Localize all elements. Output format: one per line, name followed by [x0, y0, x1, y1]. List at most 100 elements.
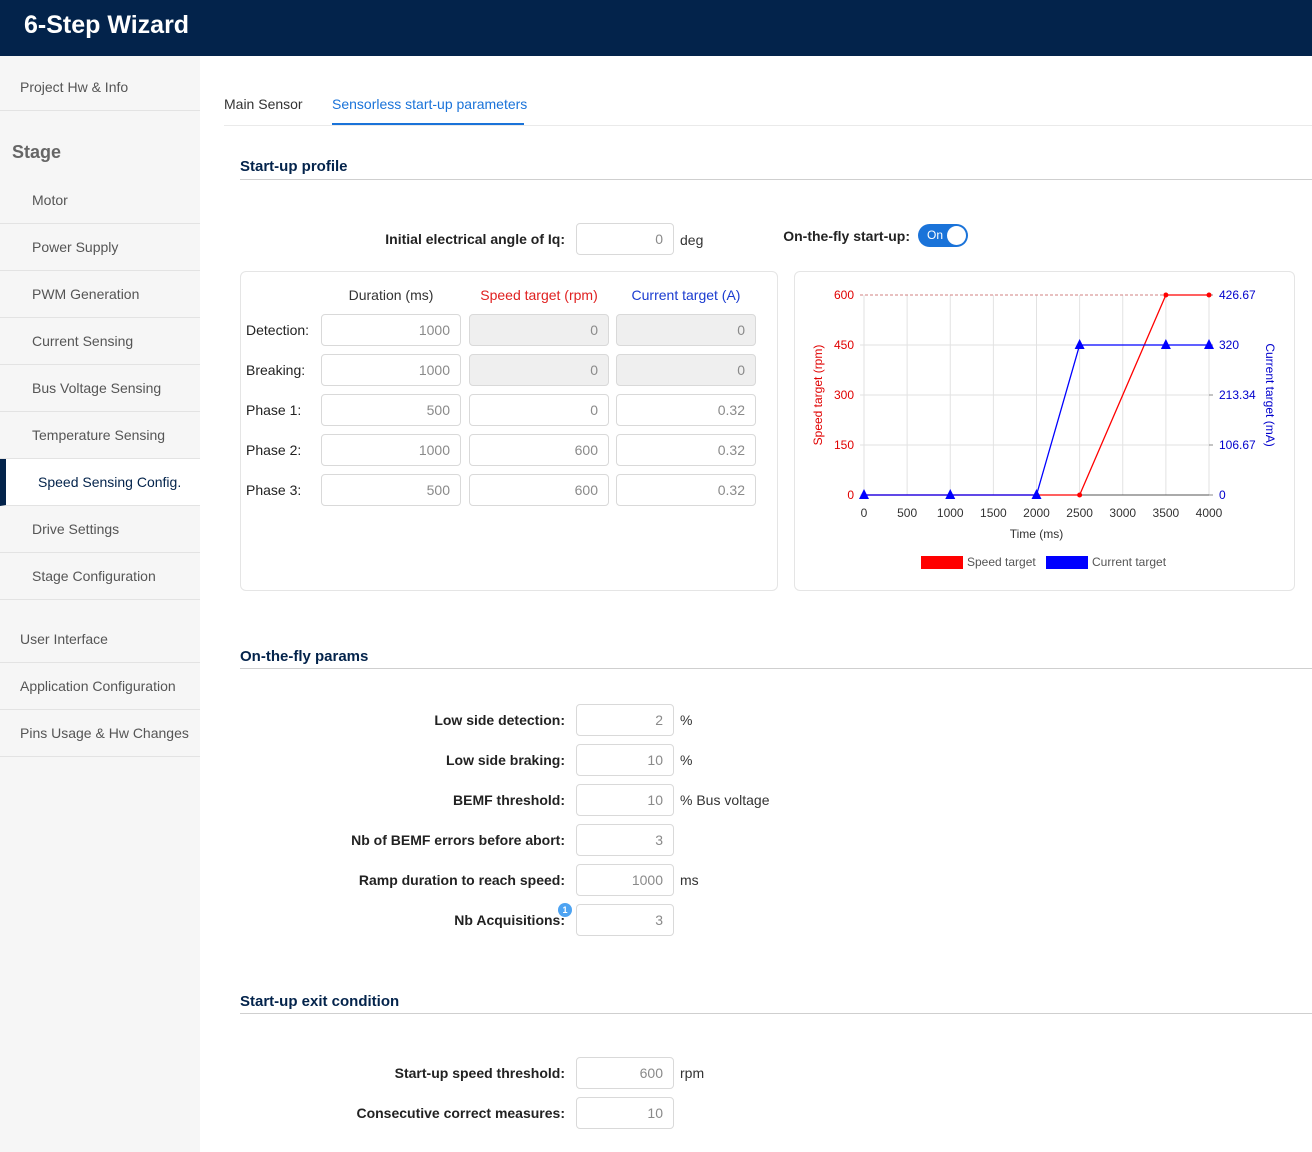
- exit-field-unit: rpm: [680, 1065, 705, 1081]
- profile-duration-input[interactable]: 500: [321, 474, 461, 506]
- otf-field-label: Nb of BEMF errors before abort:: [351, 832, 565, 848]
- profile-current-input[interactable]: 0.32: [616, 474, 756, 506]
- sidebar-item-speed-sensing-config[interactable]: Speed Sensing Config.: [0, 459, 200, 506]
- otf-startup-label: On-the-fly start-up:: [783, 228, 910, 244]
- otf-field-input[interactable]: 10: [576, 784, 674, 816]
- otf-startup-toggle[interactable]: On: [918, 224, 968, 247]
- sidebar-item-pins-usage-hw-changes[interactable]: Pins Usage & Hw Changes: [0, 710, 200, 757]
- info-badge[interactable]: 1: [558, 903, 572, 917]
- profile-speed-input: 0: [469, 354, 609, 386]
- x-tick-label: 500: [897, 506, 917, 520]
- speed-point: [1077, 492, 1083, 498]
- profile-speed-input[interactable]: 600: [469, 434, 609, 466]
- tab-sensorless-startup[interactable]: Sensorless start-up parameters: [332, 96, 528, 112]
- otf-toggle-state: On: [927, 228, 944, 242]
- y-right-tick-label: 320: [1219, 338, 1239, 352]
- profile-row-label: Phase 2:: [246, 442, 302, 458]
- sidebar-item-project-hw-info[interactable]: Project Hw & Info: [0, 64, 200, 111]
- sidebar-item-drive-settings[interactable]: Drive Settings: [0, 506, 200, 553]
- section-divider: [240, 1013, 1312, 1014]
- y-left-tick-label: 300: [834, 388, 854, 402]
- profile-row-label: Detection:: [246, 322, 310, 338]
- sidebar-stage-heading: Stage: [12, 142, 62, 162]
- y-left-tick-label: 0: [847, 488, 854, 502]
- legend-swatch: [1046, 556, 1088, 569]
- tab-main-sensor[interactable]: Main Sensor: [224, 96, 303, 112]
- sidebar-item-stage-configuration[interactable]: Stage Configuration: [0, 553, 200, 600]
- speed-point: [1206, 292, 1212, 298]
- sidebar-item-bus-voltage-sensing[interactable]: Bus Voltage Sensing: [0, 365, 200, 412]
- otf-field-label: Low side braking:: [445, 752, 565, 768]
- startup-profile-chart: 0 500 1000 1500 2000 2500 3000 3500 4000 0 150 300 4…: [811, 288, 1277, 569]
- sidebar-item-pwm-generation[interactable]: PWM Generation: [0, 271, 200, 318]
- profile-speed-input[interactable]: 0: [469, 394, 609, 426]
- section-divider: [240, 668, 1312, 669]
- profile-duration-input[interactable]: 1000: [321, 434, 461, 466]
- x-tick-label: 2500: [1066, 506, 1093, 520]
- initial-angle-input[interactable]: 0: [576, 223, 674, 255]
- otf-field-input[interactable]: 3: [576, 904, 674, 936]
- otf-field-label: Ramp duration to reach speed:: [358, 872, 565, 888]
- sidebar-item-application-configuration[interactable]: Application Configuration: [0, 663, 200, 710]
- otf-field-unit: % Bus voltage: [680, 792, 770, 808]
- otf-field-unit: ms: [680, 872, 699, 888]
- speed-point: [1163, 292, 1169, 298]
- y-right-tick-label: 0: [1219, 488, 1226, 502]
- initial-angle-unit: deg: [680, 232, 704, 248]
- legend-swatch: [921, 556, 963, 569]
- current-point: [859, 489, 869, 499]
- y-right-tick-label: 426.67: [1219, 288, 1256, 302]
- profile-current-input[interactable]: 0.32: [616, 434, 756, 466]
- section-title-startup-profile: Start-up profile: [240, 158, 348, 175]
- col-header-speed: Speed target (rpm): [480, 287, 598, 303]
- exit-field-input[interactable]: 10: [576, 1097, 674, 1129]
- current-point: [1204, 339, 1214, 350]
- y-right-axis-title: Current target (mA): [1263, 343, 1277, 446]
- profile-duration-input[interactable]: 1000: [321, 354, 461, 386]
- sidebar-item-current-sensing[interactable]: Current Sensing: [0, 318, 200, 365]
- toggle-knob: [947, 226, 966, 245]
- otf-field-unit: %: [680, 752, 693, 768]
- profile-duration-input[interactable]: 1000: [321, 314, 461, 346]
- profile-chart-card: 0 500 1000 1500 2000 2500 3000 3500 4000 0 150 300 4…: [794, 271, 1295, 591]
- otf-field-input[interactable]: 10: [576, 744, 674, 776]
- tab-bar: Main Sensor Sensorless start-up paramete…: [224, 56, 1312, 126]
- y-left-tick-label: 450: [834, 338, 854, 352]
- profile-speed-input: 0: [469, 314, 609, 346]
- section-title-otf-params: On-the-fly params: [240, 648, 369, 665]
- otf-field-label: Low side detection:: [434, 712, 565, 728]
- profile-current-input[interactable]: 0.32: [616, 394, 756, 426]
- sidebar-item-temperature-sensing[interactable]: Temperature Sensing: [0, 412, 200, 459]
- otf-field-input[interactable]: 3: [576, 824, 674, 856]
- otf-field-unit: %: [680, 712, 693, 728]
- y-right-tick-label: 213.34: [1219, 388, 1256, 402]
- otf-field-input[interactable]: 2: [576, 704, 674, 736]
- current-point: [1031, 489, 1042, 499]
- section-divider: [240, 179, 1312, 180]
- profile-row-label: Phase 1:: [246, 402, 302, 418]
- col-header-duration: Duration (ms): [348, 287, 434, 303]
- y-left-tick-label: 150: [834, 438, 854, 452]
- otf-field-input[interactable]: 1000: [576, 864, 674, 896]
- x-tick-label: 3500: [1153, 506, 1180, 520]
- x-tick-label: 0: [861, 506, 868, 520]
- exit-field-label: Consecutive correct measures:: [356, 1105, 565, 1121]
- profile-speed-input[interactable]: 600: [469, 474, 609, 506]
- x-tick-label: 4000: [1196, 506, 1223, 520]
- section-title-exit-condition: Start-up exit condition: [240, 993, 400, 1010]
- sidebar: Project Hw & Info Stage Motor Power Supp…: [0, 56, 200, 1152]
- otf-field-label: Nb Acquisitions:: [454, 912, 565, 928]
- exit-field-input[interactable]: 600: [576, 1057, 674, 1089]
- profile-row-label: Breaking:: [246, 362, 306, 378]
- x-tick-label: 1000: [937, 506, 964, 520]
- exit-field-label: Start-up speed threshold:: [394, 1065, 565, 1081]
- legend-label: Speed target: [967, 555, 1036, 569]
- x-axis-title: Time (ms): [1010, 527, 1064, 541]
- sidebar-item-motor[interactable]: Motor: [0, 177, 200, 224]
- sidebar-item-user-interface[interactable]: User Interface: [0, 616, 200, 663]
- sidebar-item-power-supply[interactable]: Power Supply: [0, 224, 200, 271]
- x-tick-label: 2000: [1023, 506, 1050, 520]
- profile-duration-input[interactable]: 500: [321, 394, 461, 426]
- profile-current-input: 0: [616, 314, 756, 346]
- series-line-1: [864, 344, 1209, 496]
